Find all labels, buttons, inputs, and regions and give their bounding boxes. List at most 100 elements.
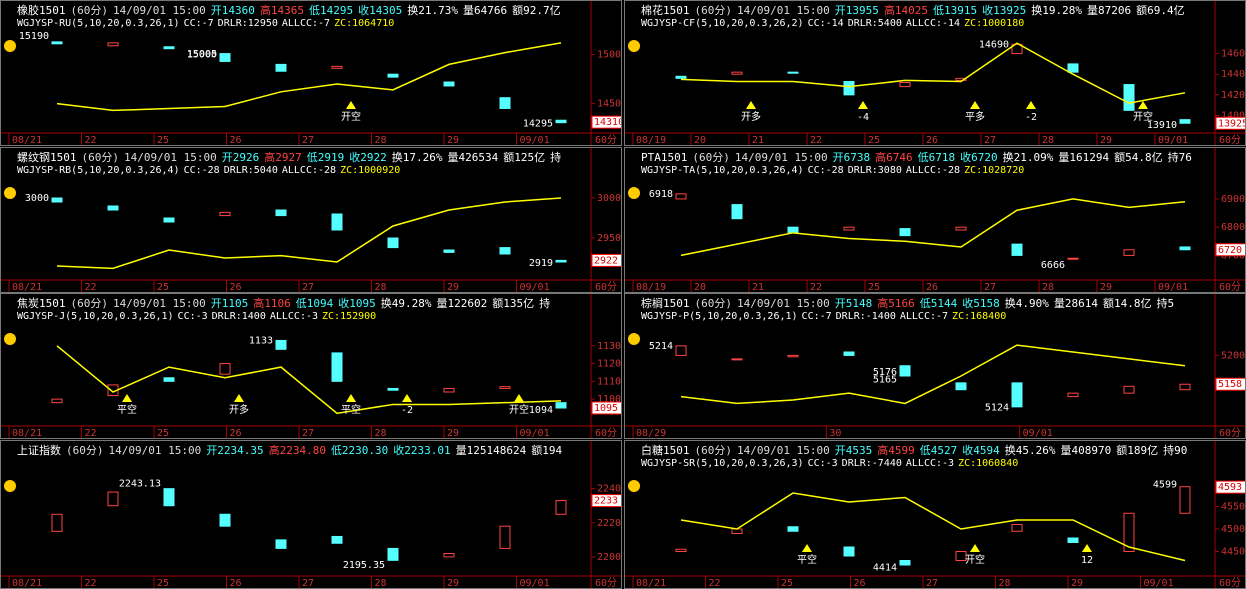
chart-panel: 14000 14200 14400 14600 13925 08/19 20 21 22 25 26…	[624, 0, 1246, 146]
stat: 低4527	[919, 444, 958, 457]
smiley-icon	[4, 480, 16, 492]
stat: 收14305	[358, 4, 403, 17]
last-price-box	[591, 494, 621, 508]
indicator-part: ALLCC:-3	[905, 458, 955, 469]
chart-panel: 2200 2220 2240 2233 08/21 22 25 26 27 28 29 09/01 60…	[0, 440, 622, 589]
date-label: 09/01	[1158, 135, 1188, 146]
datetime: 14/09/01 15:00	[124, 151, 217, 164]
chart-panel: 14500 15000 14310 08/21 22 25 26 27 28 29 09/01 60分…	[0, 0, 622, 146]
y-tick-label: 6900	[1221, 194, 1245, 205]
stat: 换21.09%	[1002, 151, 1054, 164]
panel-title: PTA1501	[641, 151, 688, 164]
signal-label: 开空	[509, 403, 529, 416]
stat: 量408970	[1060, 444, 1112, 457]
period: (60分)	[81, 151, 120, 164]
indicator-part: ZC:1060840	[958, 458, 1019, 469]
stat: 低2919	[306, 151, 345, 164]
stat: 低13915	[932, 4, 978, 17]
indicator-part: ZC:152900	[322, 311, 377, 322]
signal-arrow	[122, 394, 132, 402]
signal-label: 平空	[341, 403, 361, 416]
candle	[675, 345, 687, 356]
stat: 额54.8亿	[1114, 151, 1163, 164]
period: (60分)	[694, 4, 733, 17]
date-label: 25	[157, 428, 169, 439]
y-tick-label: 14500	[597, 99, 622, 110]
candle	[443, 387, 455, 393]
candle	[555, 402, 567, 409]
y-tick-label: 1100	[597, 394, 621, 405]
candle	[675, 193, 687, 200]
price-chart: 1100 1110 1120 1130 1095 08/21 22 25 26 27 28 29 09/…	[1, 294, 621, 439]
signal-label: 开空	[341, 110, 361, 123]
candle	[731, 358, 743, 361]
period-unit: 60分	[1219, 134, 1241, 146]
period: (60分)	[692, 151, 730, 164]
last-price-label: 2922	[594, 255, 618, 266]
signal-label: -4	[857, 112, 869, 123]
date-label: 28	[1042, 135, 1054, 146]
candle	[51, 41, 63, 45]
last-price-label: 2233	[594, 496, 618, 507]
last-price-box	[591, 401, 621, 415]
stat: 额194	[531, 444, 563, 457]
date-label: 25	[868, 135, 880, 146]
candle	[219, 363, 231, 375]
stat: 高2927	[264, 151, 302, 164]
price-annotation: 1094	[529, 405, 553, 416]
date-label: 22	[810, 135, 822, 146]
stat: 持	[550, 151, 562, 164]
candle	[443, 249, 455, 253]
signal-label: 平多	[965, 110, 985, 123]
candle	[787, 526, 799, 532]
signal-arrow	[346, 101, 356, 109]
candle	[1179, 486, 1191, 514]
datetime: 14/09/01 15:00	[737, 444, 830, 457]
y-tick-label: 2950	[597, 233, 621, 244]
date-label: 09/01	[1158, 282, 1188, 293]
last-price-label: 6720	[1218, 245, 1242, 256]
indicator-part: ALLCC:-3	[269, 311, 319, 322]
chart-panel: 5200 5158 08/29 30 09/01 60分 5214 5176 5165 5124 棕…	[624, 293, 1246, 439]
stat: 低6718	[917, 151, 956, 164]
candle	[219, 211, 231, 217]
smiley-icon	[4, 187, 16, 199]
date-label: 22	[810, 282, 822, 293]
stat: 开13955	[834, 4, 879, 17]
candle	[499, 247, 511, 255]
indicator-part: ALLCC:-28	[281, 165, 337, 176]
date-label: 29	[447, 135, 459, 146]
period-unit: 60分	[1219, 281, 1241, 293]
smiley-icon	[4, 333, 16, 345]
candle	[387, 547, 399, 561]
period: (60分)	[66, 444, 104, 457]
price-annotation: 13910	[1147, 120, 1177, 131]
date-label: 26	[926, 135, 938, 146]
stat: 高5166	[877, 297, 915, 310]
price-annotation: 15000	[187, 50, 217, 61]
period: (60分)	[694, 444, 733, 457]
candle	[1011, 243, 1023, 256]
date-label: 26	[230, 578, 242, 589]
last-price-box	[1215, 243, 1245, 257]
indicator-curve	[680, 492, 1186, 562]
candle	[843, 351, 855, 356]
chart-panel: 1100 1110 1120 1130 1095 08/21 22 25 26 27 28 29 09/…	[0, 293, 622, 439]
price-annotation: 6666	[1041, 260, 1065, 271]
indicator-part: DRLR:-1400	[835, 311, 896, 322]
stat: 开2926	[221, 151, 260, 164]
date-label: 28	[999, 578, 1011, 589]
signal-arrow	[802, 544, 812, 552]
panel-title: 棕榈1501	[641, 297, 690, 310]
indicator-line: WGJYSP-J(5,10,20,0.3,26,1) CC:-3 DRLR:1400…	[5, 311, 380, 322]
date-label: 08/19	[636, 135, 666, 146]
indicator-curve	[56, 345, 562, 415]
date-label: 27	[302, 282, 314, 293]
y-tick-label: 14200	[1221, 90, 1246, 101]
date-label: 27	[302, 578, 314, 589]
candle	[443, 81, 455, 87]
candle	[1011, 382, 1023, 408]
candle	[787, 226, 799, 234]
date-label: 09/01	[1023, 428, 1053, 439]
